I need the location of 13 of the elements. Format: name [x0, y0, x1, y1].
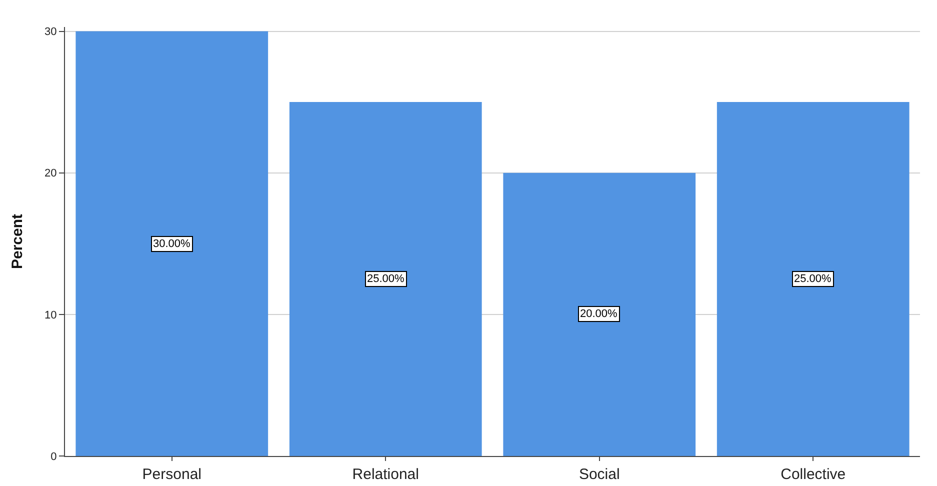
data-label: 20.00%	[580, 308, 618, 320]
data-label: 25.00%	[794, 273, 832, 285]
y-tick-label: 30	[44, 26, 57, 38]
data-label: 25.00%	[367, 273, 405, 285]
y-tick-label: 20	[44, 168, 57, 180]
y-tick-label: 0	[50, 450, 57, 463]
x-tick-label: Personal	[142, 466, 202, 483]
y-tick-label: 10	[44, 309, 57, 322]
data-label: 30.00%	[153, 238, 191, 250]
x-tick-label: Relational	[352, 466, 419, 483]
x-tick-label: Collective	[780, 466, 846, 483]
y-axis-title: Percent	[8, 214, 26, 270]
x-tick-label: Social	[578, 466, 620, 483]
